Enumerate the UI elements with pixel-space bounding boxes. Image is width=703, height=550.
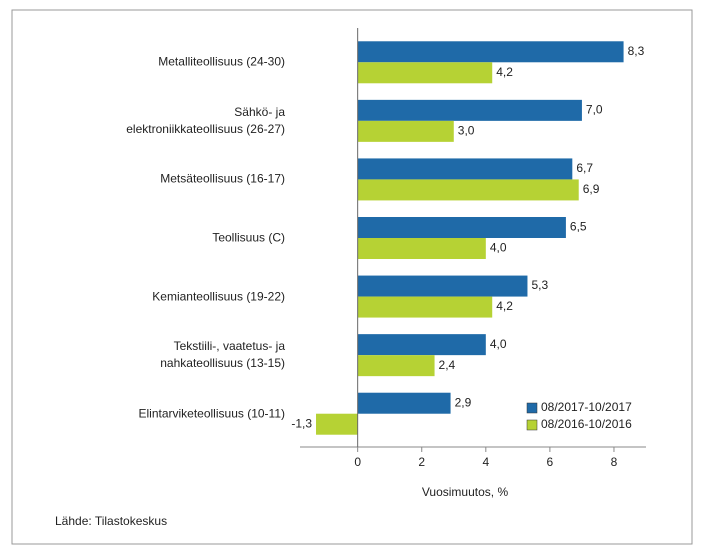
- value-label: 4,0: [490, 337, 507, 351]
- x-tick-label: 8: [611, 455, 618, 469]
- value-label: 6,9: [583, 182, 600, 196]
- legend-label: 08/2016-10/2016: [541, 417, 632, 431]
- category-label: Kemianteollisuus (19-22): [152, 289, 285, 304]
- category-label: Metalliteollisuus (24-30): [158, 54, 285, 69]
- value-label: 8,3: [628, 44, 645, 58]
- bar: [357, 41, 624, 63]
- legend-swatch: [526, 419, 538, 431]
- x-tick-label: 4: [482, 455, 489, 469]
- category-label: Teollisuus (C): [212, 230, 285, 245]
- value-label: 4,2: [496, 299, 513, 313]
- legend-swatch: [526, 402, 538, 414]
- bar: [357, 158, 573, 180]
- bar: [357, 334, 486, 356]
- value-label: 3,0: [458, 124, 475, 138]
- bar: [316, 413, 358, 435]
- source: Lähde: Tilastokeskus: [55, 514, 167, 528]
- category-label: Sähkö- ja elektroniikkateollisuus (26-27…: [126, 104, 285, 136]
- bar: [357, 275, 528, 297]
- category-label: Elintarviketeollisuus (10-11): [138, 406, 285, 421]
- bar: [357, 99, 582, 121]
- frame: [11, 9, 693, 545]
- category-label: Metsäteollisuus (16-17): [160, 171, 285, 186]
- x-tick-label: 2: [418, 455, 425, 469]
- legend-label: 08/2017-10/2017: [541, 400, 632, 414]
- value-label: 7,0: [586, 103, 603, 117]
- value-label: 6,5: [570, 220, 587, 234]
- value-label: -1,3: [291, 416, 312, 430]
- value-label: 2,4: [439, 358, 456, 372]
- category-label: Tekstiili-, vaatetus- ja nahkateollisuus…: [160, 339, 285, 371]
- value-label: 2,9: [455, 395, 472, 409]
- x-axis-label: Vuosimuutos, %: [422, 485, 509, 499]
- value-label: 6,7: [576, 161, 593, 175]
- value-label: 4,0: [490, 241, 507, 255]
- bar: [357, 355, 435, 377]
- x-tick-label: 6: [547, 455, 554, 469]
- bar: [357, 296, 493, 318]
- bar: [357, 392, 451, 414]
- value-label: 4,2: [496, 65, 513, 79]
- bar: [357, 62, 493, 84]
- bar: [357, 238, 486, 259]
- x-tick-label: 0: [354, 455, 361, 469]
- value-label: 5,3: [531, 278, 548, 292]
- bar: [357, 179, 579, 201]
- bar: [357, 217, 566, 238]
- bar: [357, 120, 454, 142]
